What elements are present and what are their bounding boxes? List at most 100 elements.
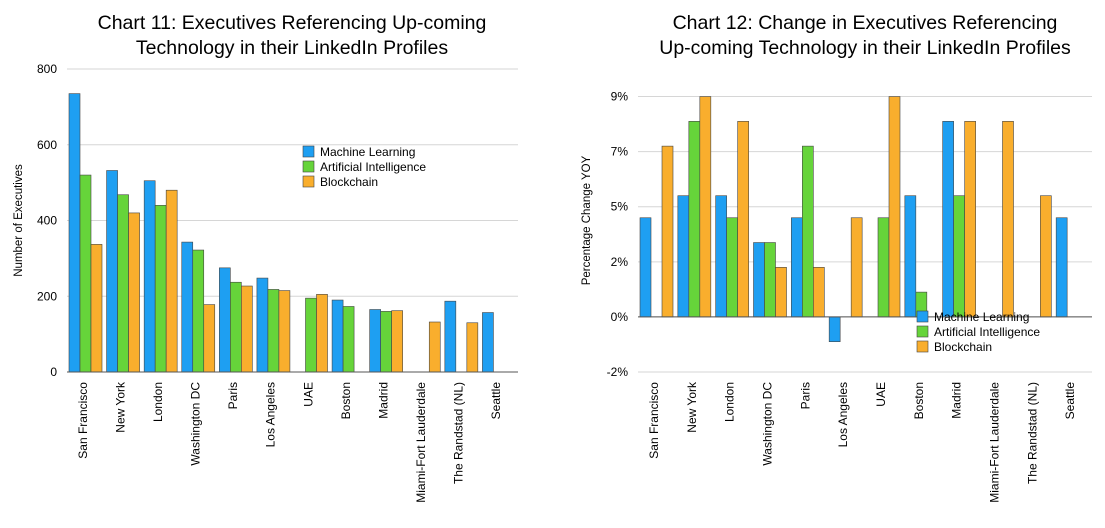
chart11-category-label: Boston bbox=[339, 382, 353, 419]
chart11-bar-artificial-intelligence-san-francisco bbox=[79, 174, 92, 373]
chart12-legend-swatch-artificial-intelligence bbox=[916, 325, 929, 338]
chart11-y-axis-label: Number of Executives bbox=[13, 164, 25, 277]
chart12-bar-machine-learning-seattle bbox=[1055, 217, 1068, 318]
chart11-y-tick-label: 0 bbox=[50, 365, 57, 379]
chart12-category-label: Madrid bbox=[950, 382, 964, 419]
chart12-y-tick-label: -2% bbox=[607, 365, 629, 379]
chart12-category-label: Miami-Fort Lauderdale bbox=[987, 382, 1001, 503]
chart11-y-tick-label: 400 bbox=[37, 214, 57, 228]
chart11-bar-machine-learning-the-randstad-nl bbox=[444, 300, 457, 373]
chart11-legend-swatch-machine-learning bbox=[302, 145, 315, 158]
chart12-bar-artificial-intelligence-london bbox=[726, 217, 738, 318]
chart11-category-label: Paris bbox=[226, 382, 240, 409]
chart-11: Chart 11: Executives Referencing Up-comi… bbox=[0, 0, 545, 528]
chart11-legend-label-artificial-intelligence: Artificial Intelligence bbox=[320, 160, 426, 174]
chart11-bar-artificial-intelligence-uae bbox=[305, 297, 317, 373]
chart12-y-tick-label: 7% bbox=[611, 145, 629, 159]
chart11-category-label: Madrid bbox=[376, 382, 390, 419]
chart12-category-label: Paris bbox=[798, 382, 812, 409]
chart11-bar-artificial-intelligence-madrid bbox=[380, 311, 392, 373]
chart12-category-label: New York bbox=[685, 381, 699, 433]
chart11-bar-machine-learning-paris bbox=[219, 267, 231, 373]
chart12-bar-blockchain-washington-dc bbox=[775, 267, 787, 318]
chart12-bar-blockchain-new-york bbox=[699, 96, 712, 318]
chart12-bar-blockchain-london bbox=[737, 121, 749, 318]
chart11-bar-blockchain-new-york bbox=[128, 212, 140, 373]
chart12-bar-machine-learning-boston bbox=[904, 195, 917, 318]
chart12-bar-machine-learning-washington-dc bbox=[753, 242, 765, 318]
chart12-bar-artificial-intelligence-uae bbox=[877, 217, 890, 318]
chart12-title-line-2: Up-coming Technology in their LinkedIn P… bbox=[659, 37, 1071, 59]
chart12-legend-swatch-machine-learning bbox=[916, 310, 929, 323]
chart11-bar-blockchain-the-randstad-nl bbox=[466, 322, 479, 373]
chart12-y-axis-label: Percentage Change YOY bbox=[581, 155, 593, 285]
chart11-category-label: San Francisco bbox=[76, 382, 90, 459]
chart12-category-label: London bbox=[723, 382, 737, 422]
chart11-y-tick-label: 600 bbox=[37, 138, 57, 152]
chart12-bar-blockchain-uae bbox=[888, 96, 901, 318]
chart12-bar-machine-learning-san-francisco bbox=[639, 217, 652, 318]
chart12-legend-swatch-blockchain bbox=[916, 340, 929, 353]
chart11-bar-artificial-intelligence-los-angeles bbox=[267, 289, 280, 373]
chart11-bar-machine-learning-madrid bbox=[369, 309, 381, 373]
chart11-bar-blockchain-san-francisco bbox=[90, 244, 103, 373]
chart-12: Chart 12: Change in Executives Referenci… bbox=[560, 0, 1105, 528]
chart12-bar-blockchain-the-randstad-nl bbox=[1040, 195, 1052, 318]
chart11-category-label: London bbox=[151, 382, 165, 422]
chart12-category-label: The Randstad (NL) bbox=[1025, 382, 1039, 484]
chart11-bar-blockchain-paris bbox=[241, 285, 253, 373]
chart12-y-tick-label: 5% bbox=[611, 200, 629, 214]
chart11-category-label: Miami-Fort Lauderdale bbox=[414, 382, 428, 503]
chart11-category-label: Washington DC bbox=[189, 382, 203, 466]
chart11-bar-blockchain-washington-dc bbox=[203, 304, 216, 373]
chart11-bar-blockchain-madrid bbox=[391, 310, 403, 373]
chart12-bar-blockchain-miami-fort-lauderdale bbox=[1002, 121, 1014, 318]
chart11-title-line-2: Technology in their LinkedIn Profiles bbox=[136, 37, 448, 59]
chart11-bar-blockchain-uae bbox=[316, 294, 328, 373]
chart11-bar-blockchain-london bbox=[165, 189, 178, 373]
chart-12-svg: Chart 12: Change in Executives Referenci… bbox=[581, 12, 1092, 503]
chart11-bar-machine-learning-washington-dc bbox=[181, 241, 194, 373]
chart12-bar-machine-learning-madrid bbox=[942, 121, 954, 318]
chart-11-svg: Chart 11: Executives Referencing Up-comi… bbox=[13, 12, 518, 503]
chart11-bar-machine-learning-los-angeles bbox=[256, 277, 269, 373]
chart12-bar-blockchain-paris bbox=[813, 267, 825, 318]
chart11-bar-artificial-intelligence-boston bbox=[342, 306, 355, 373]
chart11-title-line-1: Chart 11: Executives Referencing Up-comi… bbox=[98, 12, 487, 34]
chart11-category-label: New York bbox=[113, 381, 127, 433]
chart12-y-tick-label: 0% bbox=[611, 310, 629, 324]
chart11-legend-label-machine-learning: Machine Learning bbox=[320, 145, 415, 159]
chart11-bar-machine-learning-seattle bbox=[482, 312, 494, 373]
chart11-bar-blockchain-los-angeles bbox=[278, 290, 291, 373]
chart12-bar-artificial-intelligence-paris bbox=[802, 145, 814, 318]
chart12-category-label: Washington DC bbox=[760, 382, 774, 466]
chart11-category-label: Seattle bbox=[489, 382, 503, 420]
chart12-legend-label-blockchain: Blockchain bbox=[934, 340, 992, 354]
chart11-legend-label-blockchain: Blockchain bbox=[320, 175, 378, 189]
chart12-bar-machine-learning-london bbox=[715, 195, 727, 318]
chart12-bar-machine-learning-paris bbox=[791, 217, 803, 318]
chart11-bar-machine-learning-london bbox=[143, 180, 156, 373]
chart12-category-label: Seattle bbox=[1063, 382, 1077, 420]
chart12-bar-machine-learning-new-york bbox=[677, 195, 690, 318]
chart11-category-label: Los Angeles bbox=[264, 382, 278, 447]
chart12-legend-label-artificial-intelligence: Artificial Intelligence bbox=[934, 325, 1040, 339]
chart12-bar-blockchain-madrid bbox=[964, 121, 976, 318]
chart11-category-label: The Randstad (NL) bbox=[452, 382, 466, 484]
chart12-y-tick-label: 9% bbox=[611, 90, 629, 104]
chart12-bar-machine-learning-los-angeles bbox=[828, 316, 841, 342]
chart12-category-label: Los Angeles bbox=[836, 382, 850, 447]
chart12-bar-blockchain-los-angeles bbox=[850, 217, 863, 318]
chart12-y-tick-label: 2% bbox=[611, 255, 629, 269]
chart12-category-label: Boston bbox=[912, 382, 926, 419]
chart11-bar-artificial-intelligence-new-york bbox=[117, 194, 129, 373]
chart11-legend-swatch-blockchain bbox=[302, 175, 315, 188]
chart12-legend-label-machine-learning: Machine Learning bbox=[934, 310, 1029, 324]
chart11-y-tick-label: 800 bbox=[37, 62, 57, 76]
chart12-bar-artificial-intelligence-madrid bbox=[953, 195, 965, 318]
chart11-bar-machine-learning-boston bbox=[331, 299, 344, 373]
chart12-category-label: UAE bbox=[874, 382, 888, 407]
chart11-y-tick-label: 200 bbox=[37, 289, 57, 303]
chart11-bar-artificial-intelligence-washington-dc bbox=[192, 249, 205, 373]
chart11-bar-machine-learning-san-francisco bbox=[68, 93, 81, 373]
